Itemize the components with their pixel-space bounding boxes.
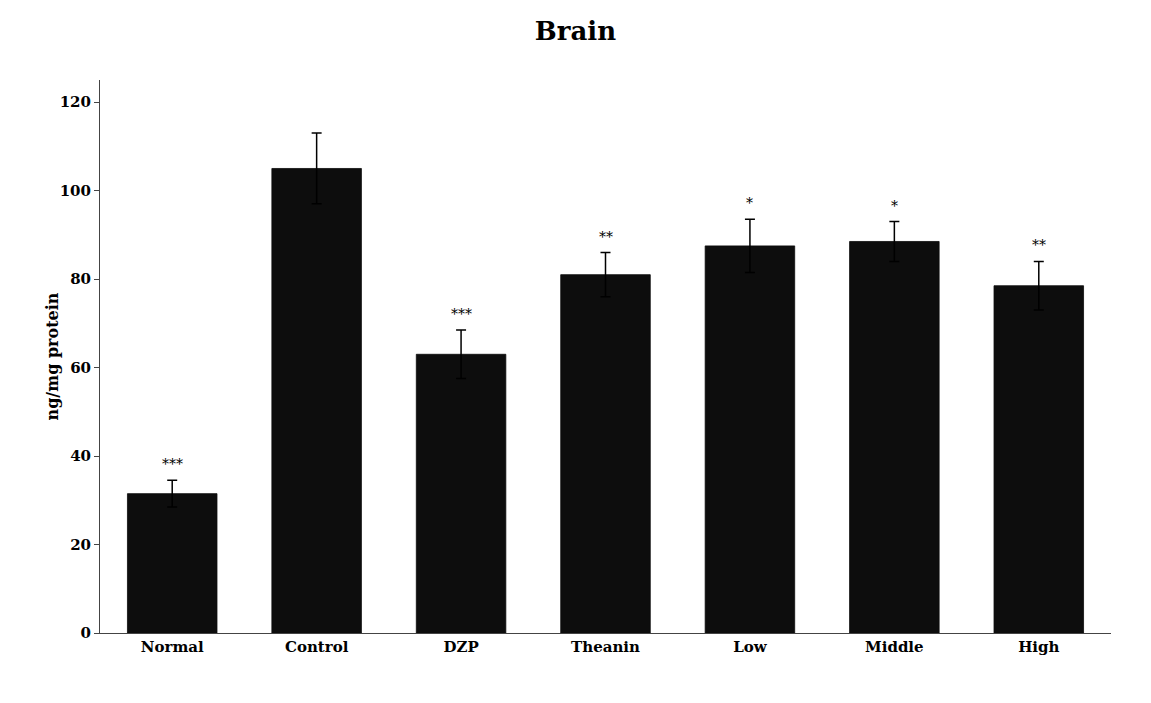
svg-text:0: 0 bbox=[81, 624, 91, 642]
svg-text:20: 20 bbox=[70, 536, 91, 554]
svg-text:ng/mg protein: ng/mg protein bbox=[43, 292, 62, 420]
svg-text:***: *** bbox=[451, 306, 472, 322]
svg-text:40: 40 bbox=[70, 447, 91, 465]
svg-text:**: ** bbox=[1032, 237, 1046, 253]
svg-text:*: * bbox=[891, 198, 898, 214]
svg-text:Normal: Normal bbox=[141, 638, 204, 656]
svg-text:High: High bbox=[1018, 638, 1059, 656]
svg-text:DZP: DZP bbox=[443, 638, 478, 656]
svg-text:120: 120 bbox=[60, 93, 91, 111]
svg-text:***: *** bbox=[162, 456, 183, 472]
svg-text:**: ** bbox=[599, 229, 613, 245]
svg-text:*: * bbox=[746, 195, 753, 211]
svg-text:Brain: Brain bbox=[535, 16, 616, 46]
svg-text:Control: Control bbox=[285, 638, 349, 656]
svg-text:80: 80 bbox=[70, 270, 91, 288]
svg-text:60: 60 bbox=[70, 359, 91, 377]
svg-text:100: 100 bbox=[60, 182, 91, 200]
svg-text:Low: Low bbox=[733, 638, 768, 656]
svg-text:Theanin: Theanin bbox=[571, 638, 640, 656]
svg-text:Middle: Middle bbox=[865, 638, 924, 656]
